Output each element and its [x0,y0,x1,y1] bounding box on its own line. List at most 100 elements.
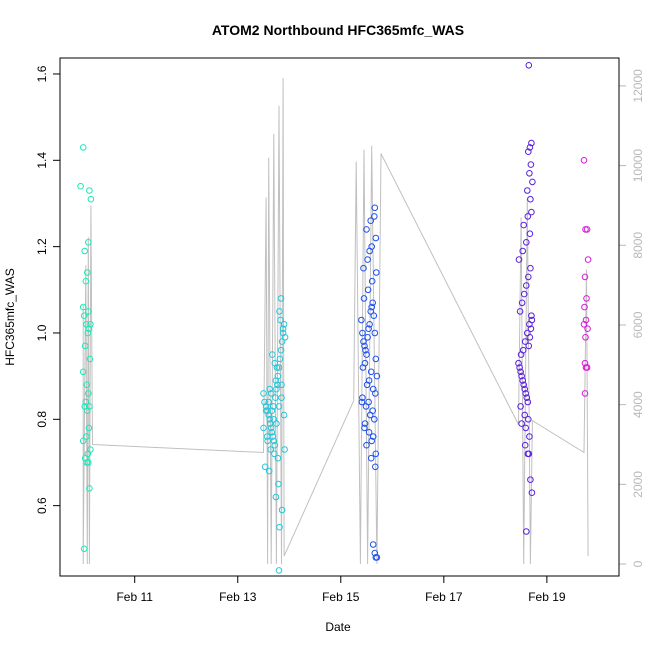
data-point [521,411,529,419]
data-point [266,416,274,423]
data-point [84,329,92,337]
x-tick-label: Feb 11 [116,590,153,604]
data-point [526,170,533,177]
data-point [80,545,88,553]
data-point [524,187,531,194]
data-point [372,355,380,363]
data-point [83,433,90,440]
altitude-layer [82,77,589,565]
data-point [271,450,278,458]
data-point [526,144,534,151]
data-point [81,342,89,350]
data-point [264,437,271,445]
data-point [517,368,524,376]
data-point [261,398,268,406]
data-point [274,454,282,462]
data-point [364,286,372,294]
data-point [524,213,532,220]
data-point [521,338,529,345]
data-point [527,476,534,484]
data-point [367,308,375,315]
data-point [358,398,366,406]
data-point [521,385,529,393]
data-point [516,308,524,315]
data-point [526,321,533,328]
data-point [369,433,377,440]
data-point [367,217,375,224]
y2-tick-label: 6000 [631,311,645,338]
data-point [79,144,87,151]
data-point [82,398,90,406]
x-axis-label: Date [325,620,351,634]
data-point [79,437,87,445]
y-tick-label: 1.4 [35,152,49,169]
data-point [582,364,590,371]
data-point [81,454,89,462]
data-point [277,295,285,302]
data-point [281,334,289,341]
y2-tick-label: 12000 [631,69,645,103]
data-point [518,299,526,307]
data-point [365,325,372,333]
data-point [523,239,530,246]
x-tick-label: Feb 13 [219,590,257,604]
data-point [280,411,288,419]
data-point [84,269,91,276]
data-point [85,308,92,315]
data-point [276,523,283,531]
data-point [277,346,285,354]
data-point [516,364,523,371]
data-point [269,351,276,358]
y2-tick-label: 4000 [631,391,645,418]
data-point [261,463,269,471]
data-point [372,234,380,242]
data-point [364,256,371,263]
data-point [278,394,285,402]
data-point [82,277,90,285]
plot-frame [59,57,620,577]
data-point [83,459,91,466]
data-point [265,467,273,475]
data-point [84,407,91,415]
y2-tick-label: 8000 [631,232,645,259]
data-point [521,441,529,449]
data-point [85,325,93,333]
data-point [359,394,366,402]
data-point [525,62,533,69]
data-point [367,454,375,462]
data-point [267,446,275,453]
data-point [266,420,274,427]
data-point [527,161,535,168]
data-point [528,312,535,320]
data-point [583,295,590,302]
data-point [260,390,267,397]
data-point [266,385,274,393]
data-point [263,433,271,440]
data-point [275,364,283,371]
data-point [583,226,591,233]
data-point [524,450,532,458]
data-point [270,403,277,410]
data-point [361,359,369,367]
data-point [371,329,379,337]
data-point [525,342,533,350]
data-point [85,424,93,432]
data-point [272,493,280,501]
data-point [277,316,284,324]
series-4 [515,62,536,535]
data-point [584,256,592,263]
data-point [525,416,532,423]
data-point [515,359,522,367]
data-point [278,506,286,514]
series-3 [358,204,381,561]
data-point [368,277,376,285]
data-point [519,247,527,255]
y2-tick-label: 2000 [631,471,645,498]
data-point [581,273,589,281]
series-2 [260,295,289,574]
data-point [367,368,375,376]
data-point [270,437,278,445]
data-point [361,342,368,350]
data-point [369,407,377,415]
data-point [362,346,369,354]
